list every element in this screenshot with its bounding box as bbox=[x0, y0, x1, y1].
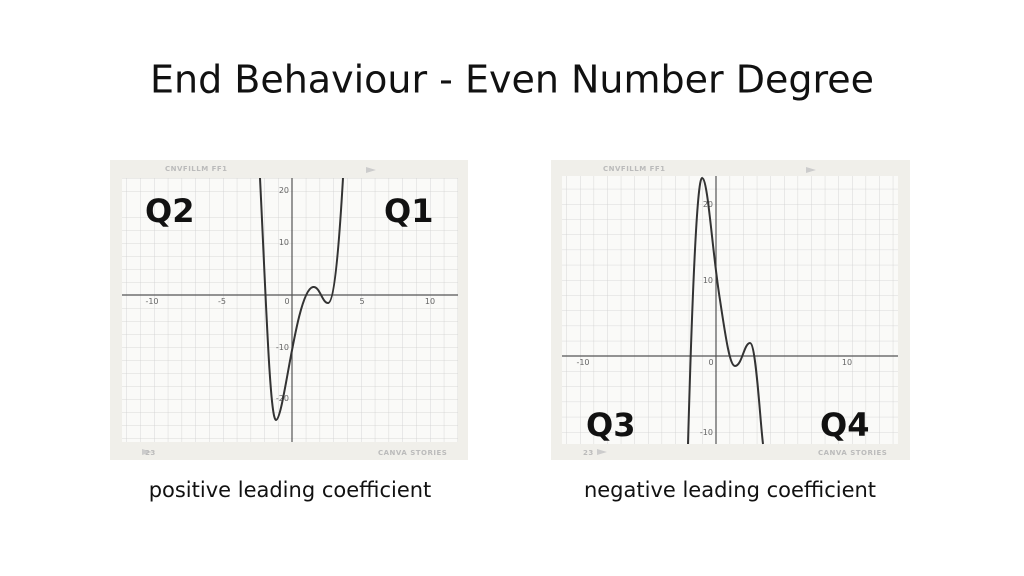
y-tick-label: -10 bbox=[700, 428, 713, 437]
quadrant-label: Q4 bbox=[820, 406, 869, 444]
frame-number: 23 bbox=[583, 449, 594, 457]
x-tick-label: -5 bbox=[218, 297, 226, 306]
frame-label: CNVFILLM FF1 bbox=[603, 165, 666, 173]
y-tick-label: -10 bbox=[276, 343, 289, 352]
x-tick-label: 0 bbox=[708, 358, 713, 367]
frame-arrow bbox=[597, 449, 607, 455]
y-tick-label: 10 bbox=[703, 276, 713, 285]
y-tick-label: 20 bbox=[279, 186, 289, 195]
curve bbox=[259, 177, 344, 422]
x-tick-label: 0 bbox=[284, 297, 289, 306]
frame-number: 23 bbox=[145, 449, 156, 457]
x-tick-label: -10 bbox=[145, 297, 158, 306]
frame-label: CNVFILLM FF1 bbox=[165, 165, 228, 173]
grid bbox=[562, 176, 898, 444]
y-tick-label: 10 bbox=[279, 238, 289, 247]
grid bbox=[122, 178, 458, 442]
frame-arrow bbox=[806, 167, 816, 173]
curve bbox=[687, 176, 764, 445]
frame-arrow bbox=[142, 449, 152, 455]
graph-panel: CNVFILLM FF1 23 CANVA STORIES -10 0 10 2… bbox=[551, 160, 910, 460]
quadrant-label: Q1 bbox=[384, 192, 433, 230]
x-tick-label: 10 bbox=[425, 297, 435, 306]
frame-label: CANVA STORIES bbox=[378, 449, 447, 457]
graph-panel: CNVFILLM FF1 23 CANVA STORIES -10 -5 0 5… bbox=[110, 160, 468, 460]
frame-label: CANVA STORIES bbox=[818, 449, 887, 457]
x-tick-label: 10 bbox=[842, 358, 852, 367]
quadrant-label: Q3 bbox=[586, 406, 635, 444]
x-tick-label: -10 bbox=[576, 358, 589, 367]
caption: negative leading coefficient bbox=[584, 478, 876, 502]
slide-title: End Behaviour - Even Number Degree bbox=[150, 58, 874, 102]
frame-arrow bbox=[366, 167, 376, 173]
quadrant-label: Q2 bbox=[145, 192, 194, 230]
caption: positive leading coefficient bbox=[149, 478, 432, 502]
x-tick-label: 5 bbox=[359, 297, 364, 306]
